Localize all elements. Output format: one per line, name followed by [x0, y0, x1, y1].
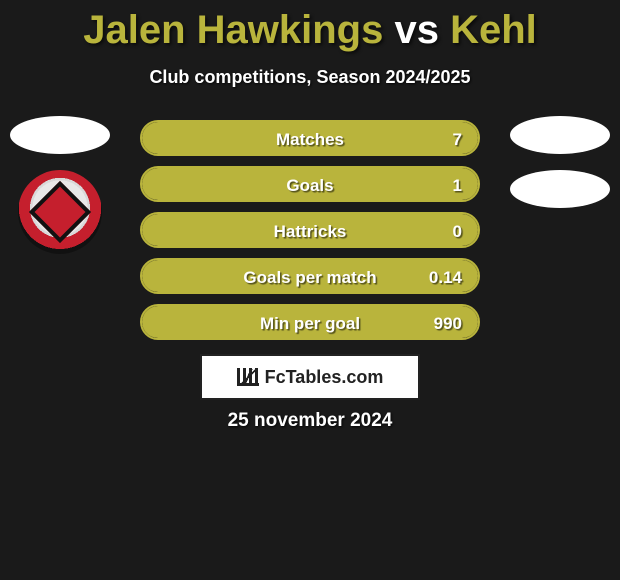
stat-bar: Goals 1 [140, 166, 480, 202]
stat-value: 0.14 [429, 260, 462, 294]
stat-bar: Matches 7 [140, 120, 480, 156]
brand-watermark: FcTables.com [200, 354, 420, 400]
comparison-card: Jalen Hawkings vs Kehl Club competitions… [0, 0, 620, 580]
player-badge-ellipse [10, 116, 110, 154]
date-text: 25 november 2024 [0, 410, 620, 432]
vs-separator: vs [394, 8, 439, 52]
player-a-name: Jalen Hawkings [83, 8, 383, 52]
stat-bar: Hattricks 0 [140, 212, 480, 248]
stat-value: 990 [434, 306, 462, 340]
stat-bar: Goals per match 0.14 [140, 258, 480, 294]
stat-value: 7 [453, 122, 462, 156]
right-badge-column [510, 116, 610, 208]
left-badge-column [10, 116, 110, 254]
chart-icon [237, 368, 259, 386]
stat-value: 1 [453, 168, 462, 202]
page-title: Jalen Hawkings vs Kehl [0, 0, 620, 53]
player-badge-ellipse [510, 170, 610, 208]
stat-label: Goals per match [243, 260, 376, 294]
stat-label: Hattricks [274, 214, 347, 248]
brand-text: FcTables.com [265, 367, 384, 388]
player-badge-ellipse [510, 116, 610, 154]
subtitle: Club competitions, Season 2024/2025 [0, 67, 620, 88]
stat-label: Matches [276, 122, 344, 156]
player-b-name: Kehl [450, 8, 537, 52]
stat-bar: Min per goal 990 [140, 304, 480, 340]
shield-icon [18, 170, 102, 254]
club-crest [10, 170, 110, 254]
stats-bars: Matches 7 Goals 1 Hattricks 0 Goals per match 0… [140, 120, 480, 340]
stat-label: Min per goal [260, 306, 360, 340]
stat-value: 0 [453, 214, 462, 248]
stat-label: Goals [286, 168, 333, 202]
